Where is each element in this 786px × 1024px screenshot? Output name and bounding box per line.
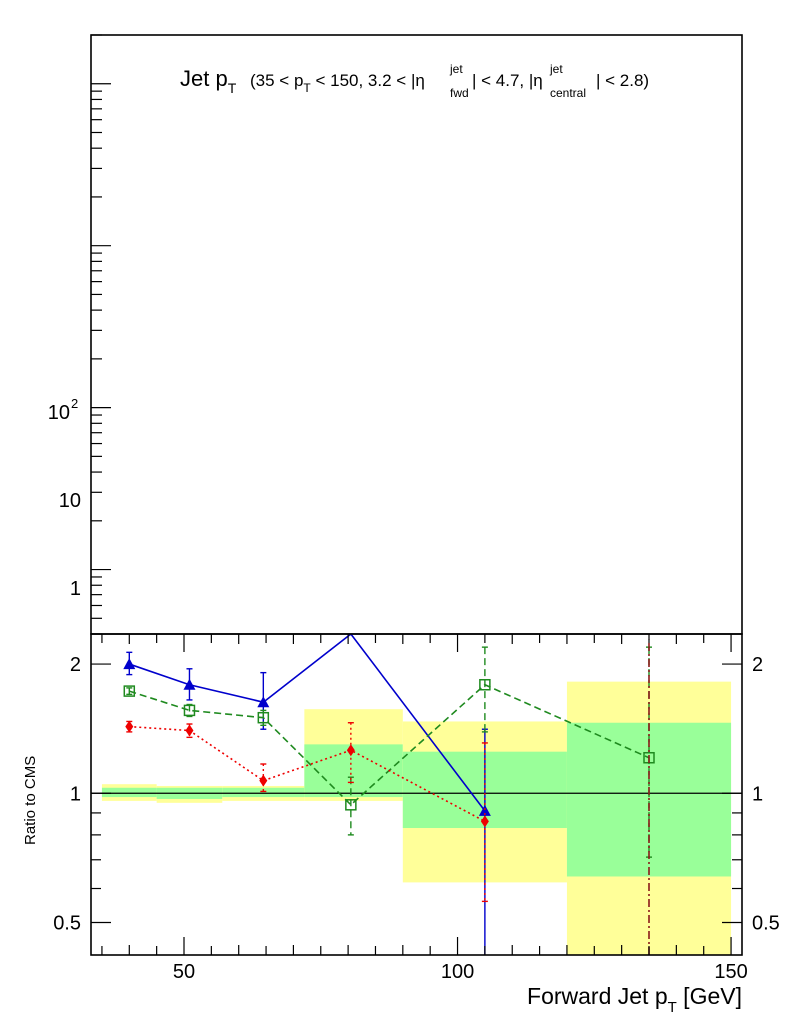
data-point-diamond (346, 744, 355, 757)
main-tick-label-10: 10 (59, 490, 81, 512)
x-axis-label-sub: T (668, 999, 677, 1016)
main-frame (90, 34, 743, 635)
data-point-diamond (480, 815, 489, 828)
ratio-y-label-left: 1 (70, 783, 81, 805)
data-point-diamond (185, 724, 194, 737)
svg-text:(35 < pT < 150, 3.2 < |η: (35 < pT < 150, 3.2 < |η (250, 71, 425, 95)
title-main-sub: T (228, 80, 237, 96)
ratio-y-label-right: 0.5 (752, 912, 780, 934)
main-y-ticks (91, 34, 111, 635)
data-point-triangle (478, 804, 491, 816)
ratio-y-label-left: 2 (70, 654, 81, 676)
data-point-square (123, 685, 136, 697)
x-axis-label-unit: [GeV] (677, 983, 742, 1009)
ratio-y-label-left: 0.5 (53, 912, 81, 934)
series-line-open-square (129, 683, 650, 806)
chart-title: Jet pT (35 < pT < 150, 3.2 < |η jet fwd … (180, 62, 649, 100)
cms-band-inner-2 (222, 787, 305, 798)
main-tick-label-100-exp: 2 (71, 396, 78, 411)
x-axis-label-main: Forward Jet p (527, 983, 668, 1009)
title-main: Jet p (180, 66, 228, 91)
cms-band-inner-3 (304, 744, 403, 798)
main-panel: 1 10 10 2 Jet pT (35 < pT < 150, 3.2 < |… (48, 34, 743, 635)
x-tick-label: 150 (714, 961, 747, 983)
x-tick-label: 50 (173, 961, 195, 983)
data-point-triangle (257, 696, 270, 708)
cms-uncertainty-bands (101, 681, 732, 955)
data-point-square (257, 711, 270, 724)
title-cond-b-sub: fwd (450, 86, 469, 100)
ratio-panel: 0.5 0.5 1 1 2 2 50 100 150 Ratio to CMS Forward … (22, 633, 780, 1016)
cms-band-inner-0 (101, 787, 157, 798)
title-cond-c: | < 4.7, |η (472, 71, 543, 90)
x-tick-label: 100 (441, 961, 474, 983)
title-cond-b: < 150, 3.2 < |η (311, 71, 425, 90)
main-tick-label-100: 10 (48, 402, 70, 424)
title-cond-c-sup: jet (549, 62, 563, 76)
data-point-triangle (183, 678, 196, 690)
ratio-series (123, 634, 655, 955)
data-point-square (183, 704, 196, 717)
data-point-triangle (123, 658, 136, 670)
main-tick-label-1: 1 (70, 578, 81, 600)
data-point-square (345, 799, 357, 811)
data-point-diamond (125, 720, 134, 733)
x-axis-label: Forward Jet pT [GeV] (527, 983, 742, 1016)
series-diamond (125, 720, 489, 903)
ratio-frame (90, 633, 743, 956)
title-cond-a: (35 < p (250, 71, 303, 90)
title-cond-c-sub: central (550, 86, 586, 100)
ratio-tick-labels: 0.5 0.5 1 1 2 2 50 100 150 (53, 654, 780, 983)
title-cond-d: | < 2.8) (596, 71, 649, 90)
y-axis-label: Ratio to CMS (22, 756, 39, 845)
title-cond-a-sub: T (303, 81, 311, 95)
ratio-y-label-right: 2 (752, 654, 763, 676)
title-cond-b-sup: jet (449, 62, 463, 76)
series-line-diamond (129, 725, 486, 823)
ratio-y-label-right: 1 (752, 783, 763, 805)
svg-text:Jet pT: Jet pT (180, 66, 237, 96)
ratio-ticks (91, 634, 742, 955)
data-point-square (479, 678, 491, 691)
data-point-diamond (259, 774, 268, 787)
